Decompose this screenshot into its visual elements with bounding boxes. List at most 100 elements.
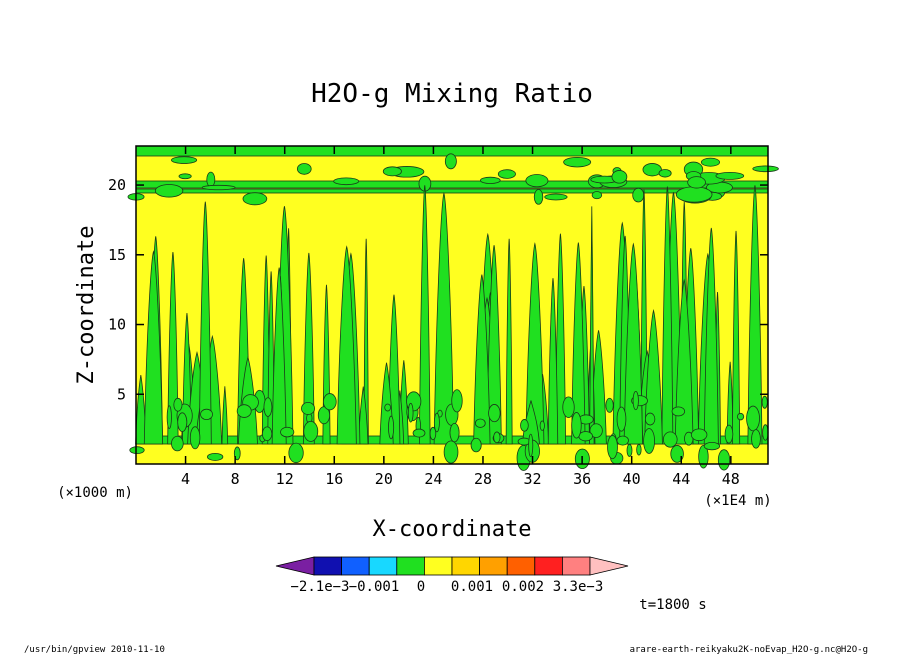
x-tick-label: 36: [573, 470, 591, 488]
contour-plume: [661, 186, 674, 445]
contour-plume: [221, 386, 229, 445]
colorbar-label: 0.002: [502, 579, 544, 595]
y-tick-label: 15: [108, 246, 126, 264]
contour-cell: [189, 426, 201, 450]
contour-blob: [382, 166, 402, 177]
contour-cell: [690, 428, 708, 442]
contour-cell: [288, 442, 304, 464]
colorbar-swatch: [534, 556, 563, 576]
contour-plume: [589, 206, 595, 445]
contour-blob: [591, 191, 603, 200]
contour-plume: [336, 245, 357, 445]
contour-cell: [616, 406, 627, 432]
x-tick-label: 28: [474, 470, 492, 488]
y-tick-label: 10: [108, 316, 126, 334]
contour-cell: [207, 452, 224, 461]
contour-cell: [717, 449, 731, 471]
contour-blob: [611, 170, 628, 184]
contour-plume: [418, 185, 431, 445]
contour-cell: [261, 426, 273, 442]
contour-cell: [303, 420, 319, 442]
colorbar-swatch: [562, 556, 591, 576]
x-ticks: 4 8 12 16 20 24 28 32 36 40 44 48: [181, 146, 740, 488]
contour-blob: [242, 192, 268, 206]
contour-plume: [505, 238, 513, 445]
contour-cell: [173, 397, 183, 412]
contour-plume: [302, 252, 315, 445]
colorbar-label: −2.1e−3: [290, 579, 349, 595]
contour-blob: [544, 193, 568, 201]
contour-blob: [715, 171, 745, 180]
x-tick-label: 24: [424, 470, 442, 488]
contour-cell: [129, 446, 145, 454]
contour-cell: [736, 412, 745, 421]
contour-cell: [520, 419, 529, 432]
contour-cell: [643, 428, 655, 454]
contour-plume: [167, 251, 179, 445]
colorbar-swatch: [451, 556, 481, 576]
contour-cell: [761, 395, 768, 409]
contour-plume: [433, 191, 455, 445]
contour-plume: [644, 308, 663, 445]
contour-cell: [200, 408, 213, 420]
contour-blob: [687, 176, 706, 189]
contour-cell: [280, 426, 295, 438]
contour-cell: [632, 391, 639, 411]
contour-blob: [563, 156, 592, 168]
contour-cell: [528, 433, 534, 457]
contour-cell: [703, 441, 721, 451]
contour-plume: [674, 278, 694, 445]
y-axis-label: Z-coordinate: [74, 226, 99, 385]
contour-cell: [626, 443, 633, 457]
contour-blob: [675, 186, 713, 203]
x-unit-right: (×1E4 m): [704, 493, 771, 509]
colorbar-swatch: [368, 556, 398, 576]
colorbar-swatch: [396, 556, 425, 576]
colorbar-overflow: [589, 556, 629, 576]
contour-cell: [384, 403, 391, 412]
colorbar-label: 3.3e−3: [553, 579, 604, 595]
contour-plume: [486, 245, 502, 445]
contour-cell: [607, 435, 618, 460]
colorbar-underflow: [275, 556, 315, 576]
contour-cell: [644, 412, 656, 426]
contour-cell: [671, 406, 686, 417]
colorbar-swatch: [423, 556, 453, 576]
contour-cell: [539, 420, 545, 431]
contour-blob: [178, 173, 192, 180]
contour-blob: [444, 153, 457, 170]
contour-cell: [724, 424, 734, 444]
contour-blob: [206, 171, 216, 188]
y-tick-label: 5: [117, 385, 126, 403]
colorbar-swatch: [479, 556, 508, 576]
footer-left: /usr/bin/gpview 2010-11-10: [24, 645, 165, 654]
contour-cell: [751, 429, 761, 449]
contour-blob: [296, 163, 312, 175]
contour-cell: [236, 404, 252, 418]
contour-plume: [731, 230, 741, 445]
contour-cell: [171, 435, 184, 452]
contour-cell: [433, 412, 440, 433]
contour-blob: [533, 189, 544, 205]
contour-cell: [166, 405, 172, 429]
x-tick-label: 48: [722, 470, 740, 488]
x-tick-label: 4: [181, 470, 190, 488]
contour-plume: [525, 242, 545, 445]
x-axis-label: X-coordinate: [373, 517, 532, 542]
contour-cell: [449, 422, 460, 443]
contour-cell: [636, 444, 642, 456]
contour-cell: [662, 431, 678, 448]
contour-cell: [562, 396, 575, 418]
contour-blob: [201, 184, 236, 191]
contour-cell: [317, 406, 331, 425]
chart-title: H2O-g Mixing Ratio: [311, 79, 593, 109]
contour-cell: [443, 440, 459, 464]
plot-area: [127, 145, 779, 471]
contour-blob: [752, 165, 779, 173]
colorbar-swatch: [341, 556, 370, 576]
contour-blob: [658, 169, 672, 178]
x-tick-label: 44: [672, 470, 690, 488]
contour-blob: [154, 184, 184, 198]
colorbar-label: 0: [417, 579, 425, 595]
